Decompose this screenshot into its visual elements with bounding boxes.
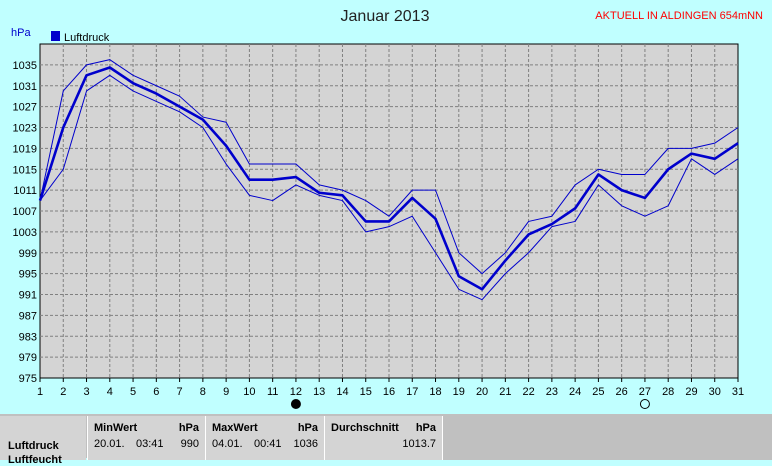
x-tick-label: 25 bbox=[592, 386, 604, 398]
y-tick-label: 1035 bbox=[13, 60, 37, 72]
max-value: 1036 bbox=[293, 438, 318, 450]
avg-header: Durchschnitt bbox=[331, 422, 399, 434]
new-moon-icon bbox=[290, 399, 301, 409]
y-tick-label: 991 bbox=[19, 290, 37, 302]
max-time: 00:41 bbox=[254, 438, 282, 450]
x-tick-label: 31 bbox=[732, 386, 744, 398]
legend-swatch bbox=[51, 31, 60, 41]
x-tick-label: 27 bbox=[639, 386, 651, 398]
avg-value: 1013.7 bbox=[402, 438, 436, 450]
avg-unit: hPa bbox=[415, 422, 436, 434]
y-tick-label: 983 bbox=[19, 331, 37, 343]
x-tick-label: 5 bbox=[130, 386, 136, 398]
x-tick-label: 20 bbox=[476, 386, 488, 398]
x-tick-label: 7 bbox=[177, 386, 183, 398]
stats-panel: Luftdruck Luftfeucht MinWert hPa 20.01. … bbox=[0, 414, 772, 466]
y-tick-label: 1015 bbox=[13, 164, 37, 176]
y-tick-label: 999 bbox=[19, 248, 37, 260]
max-header: MaxWert bbox=[212, 422, 258, 434]
y-tick-label: 1031 bbox=[13, 81, 37, 93]
stats-min-cell: MinWert hPa 20.01. 03:41 990 bbox=[87, 416, 205, 460]
min-unit: hPa bbox=[178, 422, 199, 434]
chart: Januar 2013 AKTUELL IN ALDINGEN 654mNN h… bbox=[11, 8, 763, 409]
x-tick-label: 16 bbox=[383, 386, 395, 398]
legend-label: Luftdruck bbox=[64, 32, 110, 44]
x-tick-label: 13 bbox=[313, 386, 325, 398]
max-unit: hPa bbox=[297, 422, 318, 434]
y-tick-label: 995 bbox=[19, 269, 37, 281]
row-label: Luftdruck bbox=[8, 440, 59, 452]
row-label-2: Luftfeucht bbox=[8, 454, 62, 466]
y-tick-label: 979 bbox=[19, 352, 37, 364]
x-tick-label: 6 bbox=[153, 386, 159, 398]
y-tick-label: 1019 bbox=[13, 143, 37, 155]
y-tick-label: 1011 bbox=[13, 185, 37, 197]
chart-title: Januar 2013 bbox=[341, 8, 430, 25]
x-tick-label: 3 bbox=[83, 386, 89, 398]
x-tick-label: 10 bbox=[243, 386, 255, 398]
stats-max-cell: MaxWert hPa 04.01. 00:41 1036 bbox=[205, 416, 324, 460]
y-tick-label: 1027 bbox=[13, 102, 37, 114]
x-tick-label: 18 bbox=[429, 386, 441, 398]
y-tick-label: 975 bbox=[19, 373, 37, 385]
x-tick-label: 23 bbox=[546, 386, 558, 398]
y-tick-label: 1023 bbox=[13, 123, 37, 135]
x-tick-label: 11 bbox=[267, 386, 278, 398]
x-tick-label: 29 bbox=[685, 386, 697, 398]
x-tick-label: 26 bbox=[616, 386, 628, 398]
x-tick-label: 17 bbox=[406, 386, 418, 398]
x-tick-label: 4 bbox=[107, 386, 113, 398]
x-tick-label: 19 bbox=[453, 386, 465, 398]
stats-avg-cell: Durchschnitt hPa 1013.7 bbox=[324, 416, 442, 460]
x-tick-label: 8 bbox=[200, 386, 206, 398]
x-tick-label: 1 bbox=[37, 386, 43, 398]
x-tick-label: 2 bbox=[60, 386, 66, 398]
y-tick-label: 1007 bbox=[13, 206, 37, 218]
x-tick-label: 15 bbox=[360, 386, 372, 398]
min-time: 03:41 bbox=[136, 438, 164, 450]
x-tick-label: 28 bbox=[662, 386, 674, 398]
x-tick-label: 21 bbox=[499, 386, 511, 398]
min-header: MinWert bbox=[94, 422, 138, 434]
series-line-mean bbox=[38, 66, 739, 291]
y-tick-label: 1003 bbox=[13, 227, 37, 239]
max-date: 04.01. bbox=[212, 438, 243, 450]
x-tick-label: 9 bbox=[223, 386, 229, 398]
min-date: 20.01. bbox=[94, 438, 125, 450]
series-line-max bbox=[39, 59, 739, 275]
x-tick-label: 14 bbox=[336, 386, 348, 398]
stats-empty-cell bbox=[442, 416, 772, 460]
series-line-min bbox=[39, 74, 739, 301]
x-tick-label: 12 bbox=[290, 386, 302, 398]
y-axis-unit: hPa bbox=[11, 27, 31, 39]
x-tick-label: 22 bbox=[522, 386, 534, 398]
y-tick-label: 987 bbox=[19, 310, 37, 322]
full-moon-icon bbox=[639, 399, 650, 409]
min-value: 990 bbox=[180, 438, 199, 450]
stats-label-cell: Luftdruck Luftfeucht bbox=[0, 416, 86, 466]
x-tick-label: 24 bbox=[569, 386, 581, 398]
station-label: AKTUELL IN ALDINGEN 654mNN bbox=[595, 10, 763, 22]
x-tick-label: 30 bbox=[709, 386, 721, 398]
